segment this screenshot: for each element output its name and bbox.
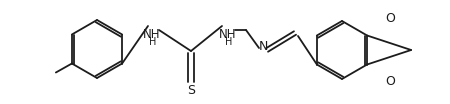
Text: H: H — [225, 37, 233, 47]
Text: H: H — [149, 37, 157, 47]
Text: NH: NH — [219, 27, 237, 40]
Text: N: N — [258, 40, 268, 53]
Text: O: O — [385, 75, 395, 88]
Text: NH: NH — [143, 27, 161, 40]
Text: S: S — [187, 84, 195, 98]
Text: O: O — [385, 12, 395, 25]
